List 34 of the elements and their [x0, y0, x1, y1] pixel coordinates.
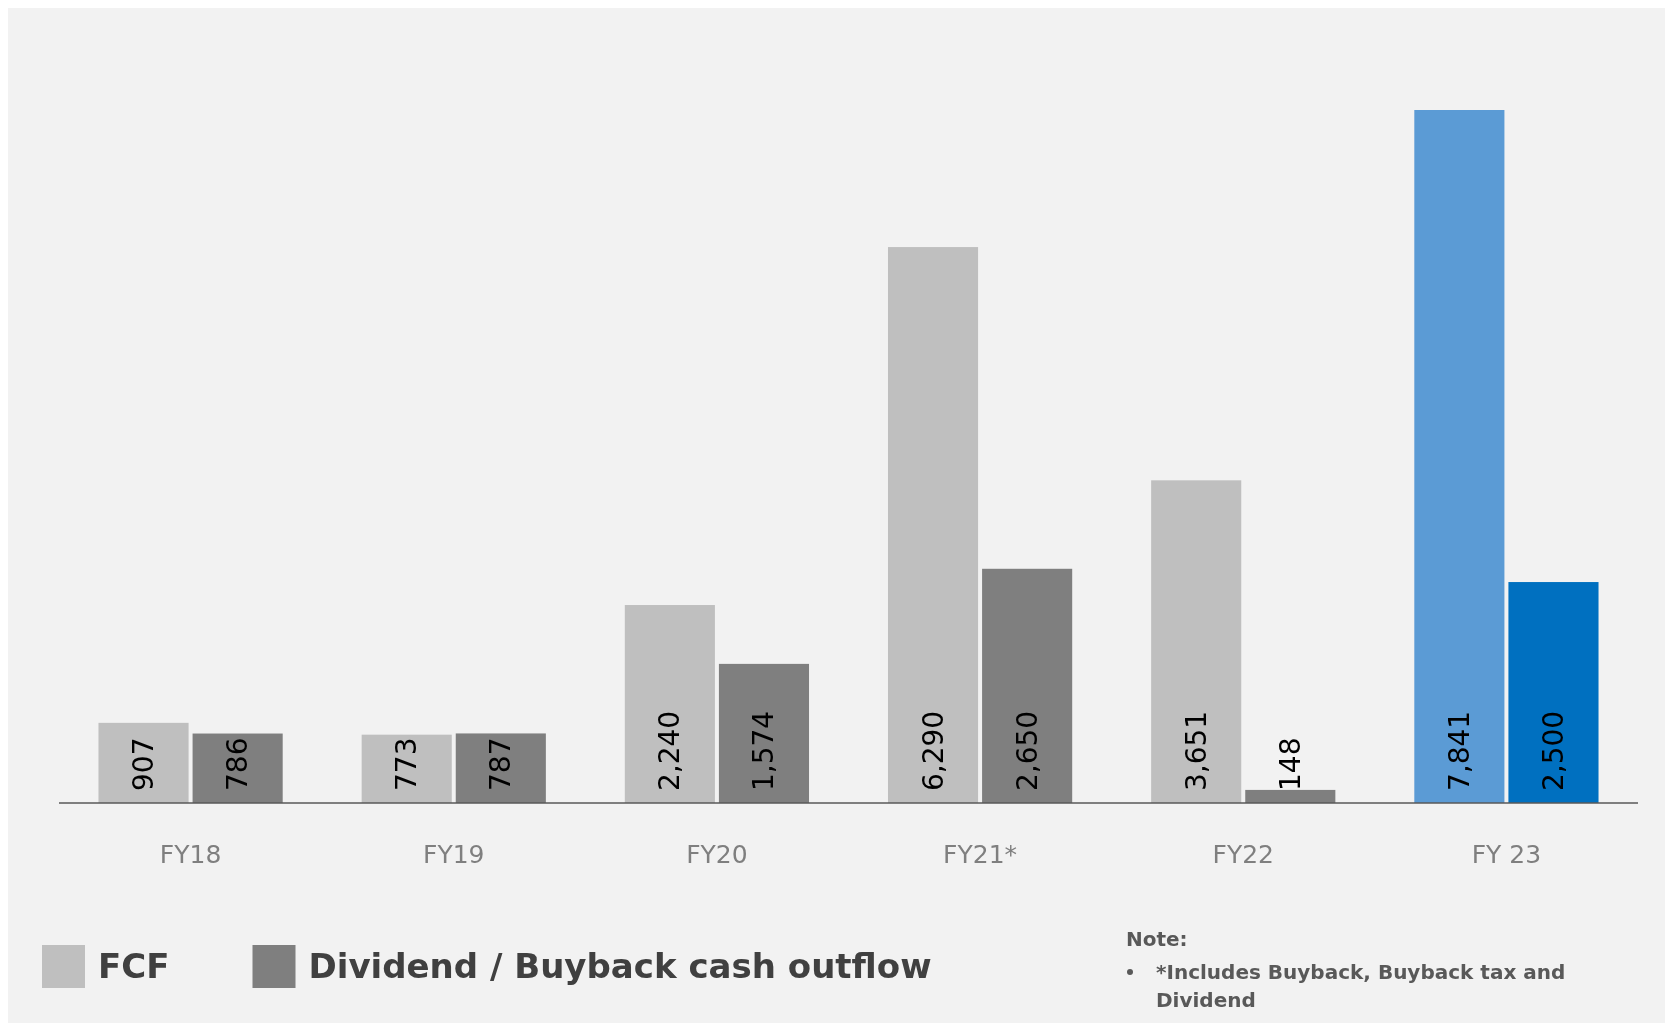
legend-label: FCF — [98, 946, 170, 986]
bar — [1414, 110, 1505, 803]
data-label: 2,240 — [653, 710, 687, 791]
data-label: 2,500 — [1536, 710, 1570, 791]
bar — [1245, 789, 1336, 803]
bar — [455, 733, 546, 803]
x-tick-label: FY21* — [943, 840, 1018, 869]
data-label: 786 — [221, 737, 255, 791]
bar — [1508, 582, 1599, 803]
bar — [982, 568, 1073, 803]
bar — [718, 663, 810, 803]
data-label: 787 — [484, 737, 518, 791]
x-tick-label: FY 23 — [1471, 840, 1542, 869]
x-tick-label: FY18 — [159, 840, 222, 869]
x-tick-label: FY20 — [686, 840, 748, 869]
bar — [98, 722, 189, 803]
text: Note: — [1126, 927, 1188, 951]
x-tick-label: FY22 — [1212, 840, 1274, 869]
data-label: 7,841 — [1442, 710, 1476, 791]
legend-label: Dividend / Buyback cash outflow — [308, 946, 932, 986]
bar — [1151, 480, 1242, 803]
x-tick-label: FY19 — [423, 840, 485, 869]
data-label: 148 — [1273, 737, 1307, 791]
data-label: 907 — [127, 737, 161, 791]
data-label: 2,650 — [1010, 710, 1044, 791]
data-label: 6,290 — [916, 710, 950, 791]
text: *Includes Buyback, Buyback tax and Dividend — [1156, 959, 1567, 1014]
data-label: 1,574 — [747, 710, 781, 791]
bar — [887, 247, 979, 803]
data-label: 3,651 — [1179, 710, 1213, 791]
bar — [624, 605, 715, 803]
bar — [361, 734, 452, 803]
bar — [192, 733, 283, 803]
data-label: 773 — [390, 737, 424, 791]
